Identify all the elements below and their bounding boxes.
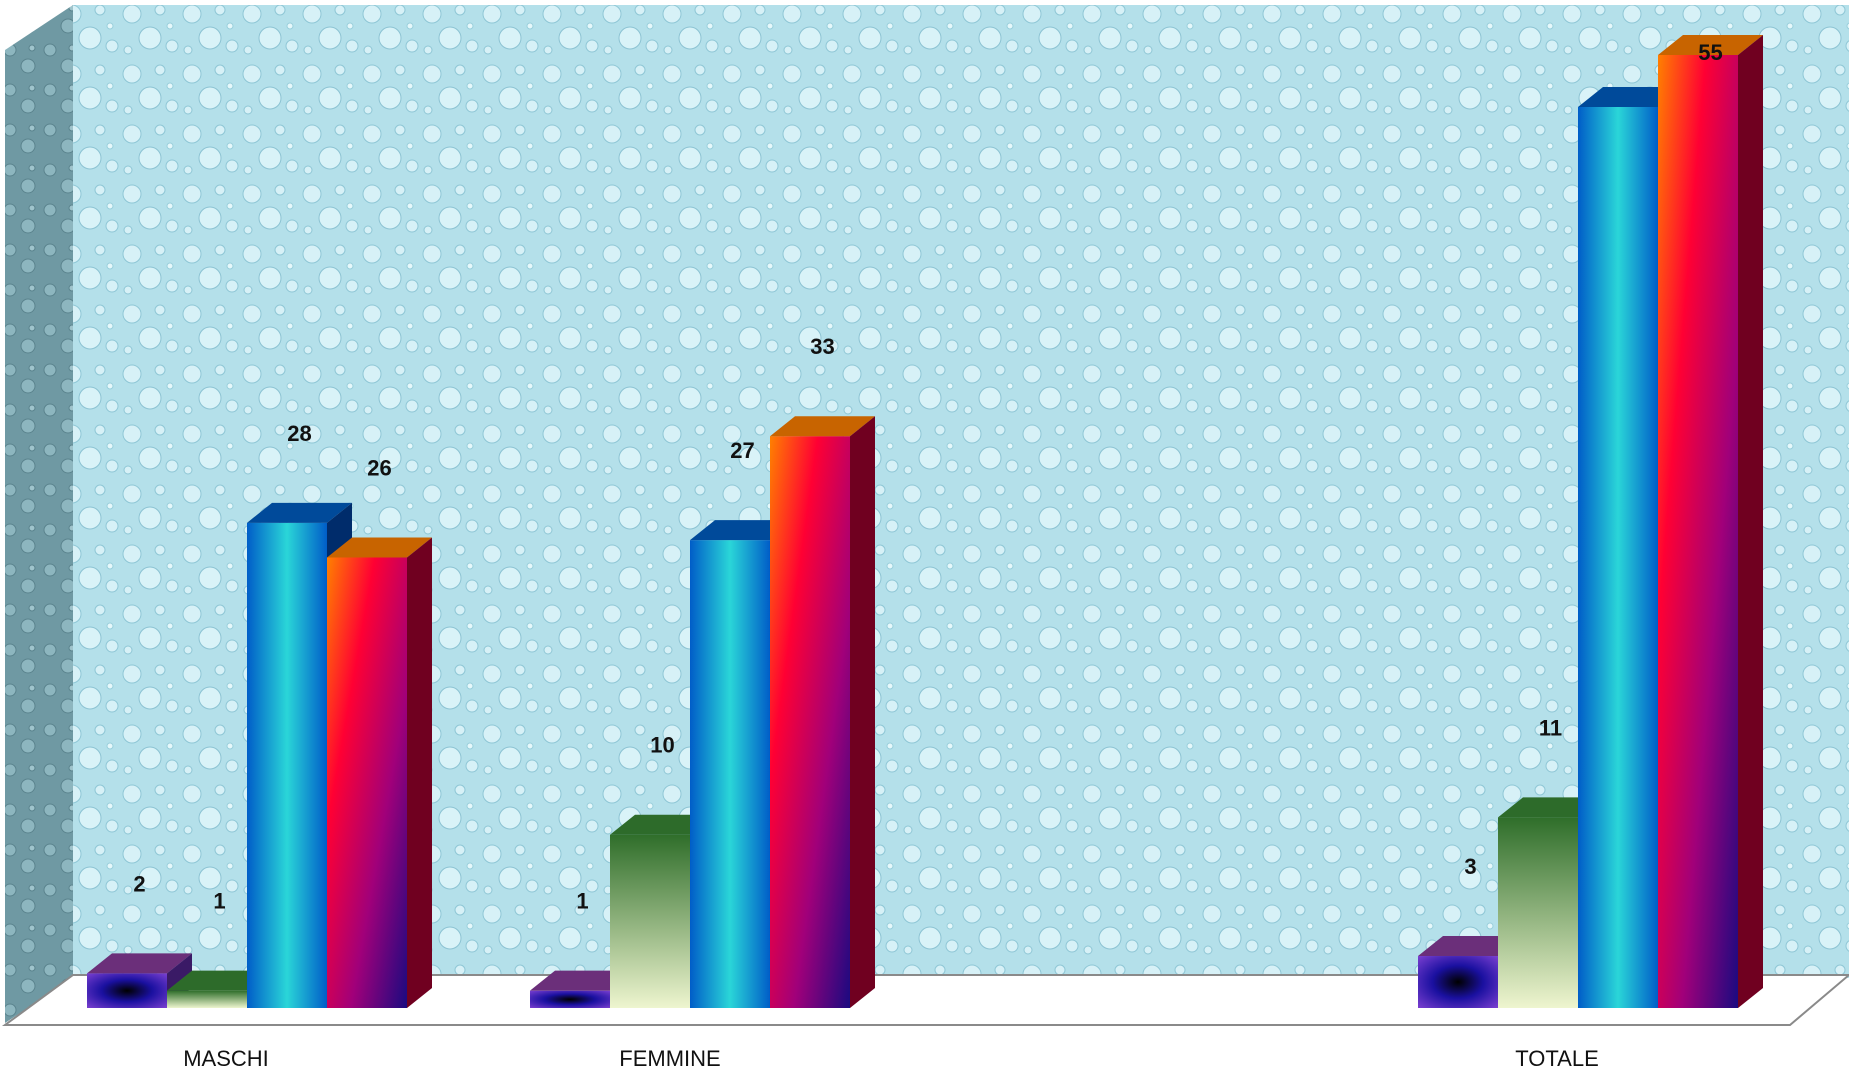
bar-top (770, 416, 875, 437)
data-label-femmine-s2: 10 (650, 733, 674, 758)
bar-front (1418, 956, 1498, 1008)
bar-top (530, 970, 635, 991)
data-label-femmine-s1: 1 (576, 889, 588, 914)
bars-group (87, 35, 1763, 1009)
data-label-totale-s2: 11 (1539, 715, 1562, 740)
bar-totale-s4 (1658, 35, 1763, 1008)
bar-top (247, 502, 352, 523)
data-label-maschi-s4: 26 (367, 455, 391, 480)
bar-front (167, 990, 247, 1008)
bar-front (327, 557, 407, 1008)
bar-side (407, 537, 432, 1008)
bar-side (1738, 35, 1763, 1008)
bar-femmine-s4 (770, 416, 875, 1008)
data-label-maschi-s3: 28 (287, 421, 311, 446)
bar-top (87, 953, 192, 974)
bar-top (610, 814, 715, 835)
bar-front (770, 436, 850, 1008)
bar-top (1578, 86, 1683, 107)
bar-front (1498, 817, 1578, 1008)
bar-front (1578, 106, 1658, 1009)
bar-front (690, 540, 770, 1008)
category-label-maschi: MASCHI (183, 1046, 269, 1071)
data-label-femmine-s3: 27 (730, 438, 754, 463)
category-label-totale: TOTALE (1515, 1046, 1599, 1071)
bar-maschi-s4 (327, 537, 432, 1008)
category-label-femmine: FEMMINE (619, 1046, 720, 1071)
data-label-maschi-s2: 1 (213, 889, 225, 914)
bar-top (1418, 936, 1523, 957)
bar-front (530, 990, 610, 1008)
data-label-maschi-s1: 2 (133, 871, 145, 896)
bar-top (167, 970, 272, 991)
bar-top (1658, 35, 1763, 55)
bar-top (690, 520, 795, 541)
bar-front (247, 522, 327, 1008)
chart-back-wall (73, 5, 1849, 978)
bar-front (1658, 55, 1738, 1008)
chart-side-wall (5, 5, 73, 1023)
data-label-totale-s1: 3 (1464, 854, 1476, 879)
data-label-totale-s4: 55 (1698, 40, 1722, 65)
bar-front (87, 973, 167, 1008)
data-label-femmine-s4: 33 (810, 334, 834, 359)
bar-top (327, 537, 432, 558)
bar-front (610, 834, 690, 1008)
bar-side (850, 416, 875, 1008)
category-labels-group: MASCHI FEMMINE TOTALE (183, 1046, 1599, 1071)
chart-floor (1, 974, 1849, 1026)
bar-top (1498, 797, 1603, 818)
